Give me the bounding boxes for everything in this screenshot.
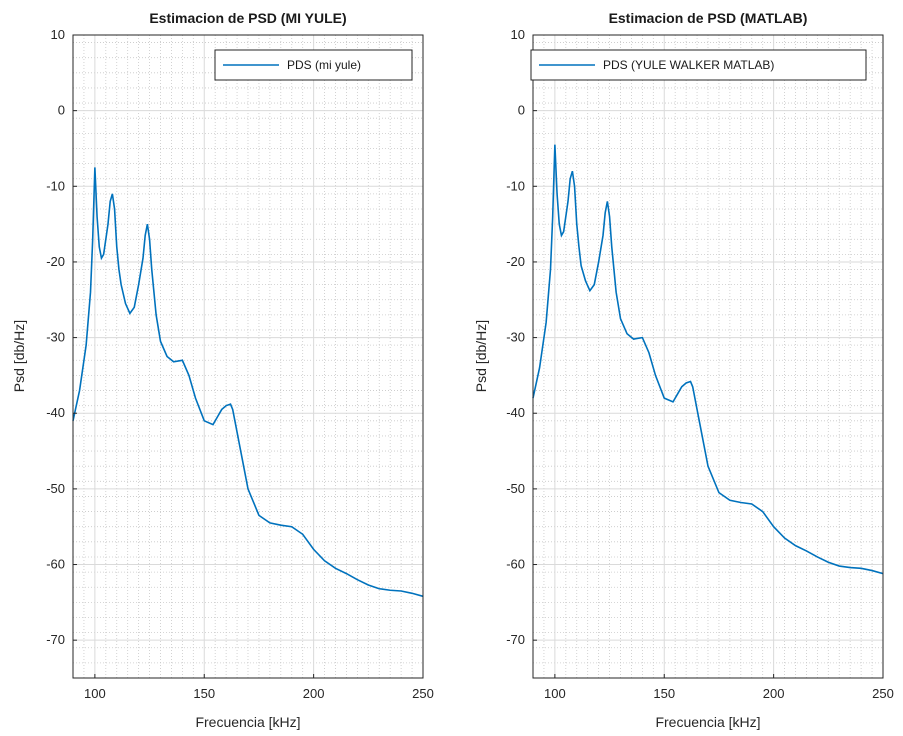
chart-2-y-tick-label: -60 (506, 557, 525, 572)
chart-2-y-tick-label: -70 (506, 632, 525, 647)
chart-1-y-tick-label: -60 (46, 557, 65, 572)
chart-2-y-tick-label: 10 (511, 27, 525, 42)
chart-1-x-tick-label: 250 (412, 686, 434, 701)
chart-1-y-axis-label: Psd [db/Hz] (11, 320, 27, 392)
chart-1-series-line (72, 167, 424, 598)
chart-1-plot-border (72, 34, 424, 679)
chart-1-y-tick-label: -10 (46, 178, 65, 193)
chart-2-x-tick-labels: 100 150 200 250 (544, 686, 894, 701)
chart-1-y-tick-label: -70 (46, 632, 65, 647)
chart-1-y-tick-label: 0 (58, 103, 65, 118)
chart-1-y-tick-label: -20 (46, 254, 65, 269)
chart-1-y-tick-label: 10 (51, 27, 65, 42)
chart-2-x-axis-label: Frecuencia [kHz] (655, 714, 760, 730)
chart-1-minor-grid (72, 35, 423, 679)
chart-1-y-tick-label: -30 (46, 330, 65, 345)
chart-2: Estimacion de PSD (MATLAB) 100 150 200 250 … (473, 10, 894, 730)
chart-2-legend-label: PDS (YULE WALKER MATLAB) (603, 58, 774, 72)
chart-2-y-tick-labels: 10 0 -10 -20 -30 -40 -50 -60 -70 (506, 27, 525, 647)
chart-2-y-axis-label: Psd [db/Hz] (473, 320, 489, 392)
chart-2-x-tick-label: 250 (872, 686, 894, 701)
chart-1-x-tick-label: 200 (303, 686, 325, 701)
chart-1-x-tick-label: 100 (84, 686, 106, 701)
chart-1-title: Estimacion de PSD (MI YULE) (149, 10, 346, 26)
chart-2-x-tick-label: 150 (653, 686, 675, 701)
chart-1-x-tick-labels: 100 150 200 250 (84, 686, 434, 701)
chart-2-y-tick-label: -20 (506, 254, 525, 269)
chart-2-y-tick-label: -10 (506, 178, 525, 193)
chart-2-x-tick-label: 100 (544, 686, 566, 701)
chart-1-legend: PDS (mi yule) (214, 49, 413, 81)
chart-1-y-tick-label: -40 (46, 405, 65, 420)
chart-1-legend-label: PDS (mi yule) (287, 58, 361, 72)
chart-2-plot-border (532, 34, 884, 679)
chart-1-x-tick-label: 150 (193, 686, 215, 701)
chart-1: Estimacion de PSD (MI YULE) 100 150 200 250… (11, 10, 434, 730)
chart-2-y-tick-label: 0 (518, 103, 525, 118)
chart-1-x-axis-label: Frecuencia [kHz] (195, 714, 300, 730)
chart-1-y-tick-label: -50 (46, 481, 65, 496)
chart-2-y-tick-label: -30 (506, 330, 525, 345)
chart-2-series-line (532, 144, 884, 575)
chart-2-y-tick-label: -50 (506, 481, 525, 496)
chart-2-x-tick-label: 200 (763, 686, 785, 701)
chart-2-y-tick-label: -40 (506, 405, 525, 420)
chart-2-legend: PDS (YULE WALKER MATLAB) (530, 49, 867, 81)
chart-2-title: Estimacion de PSD (MATLAB) (609, 10, 808, 26)
chart-1-y-tick-labels: 10 0 -10 -20 -30 -40 -50 -60 -70 (46, 27, 65, 647)
